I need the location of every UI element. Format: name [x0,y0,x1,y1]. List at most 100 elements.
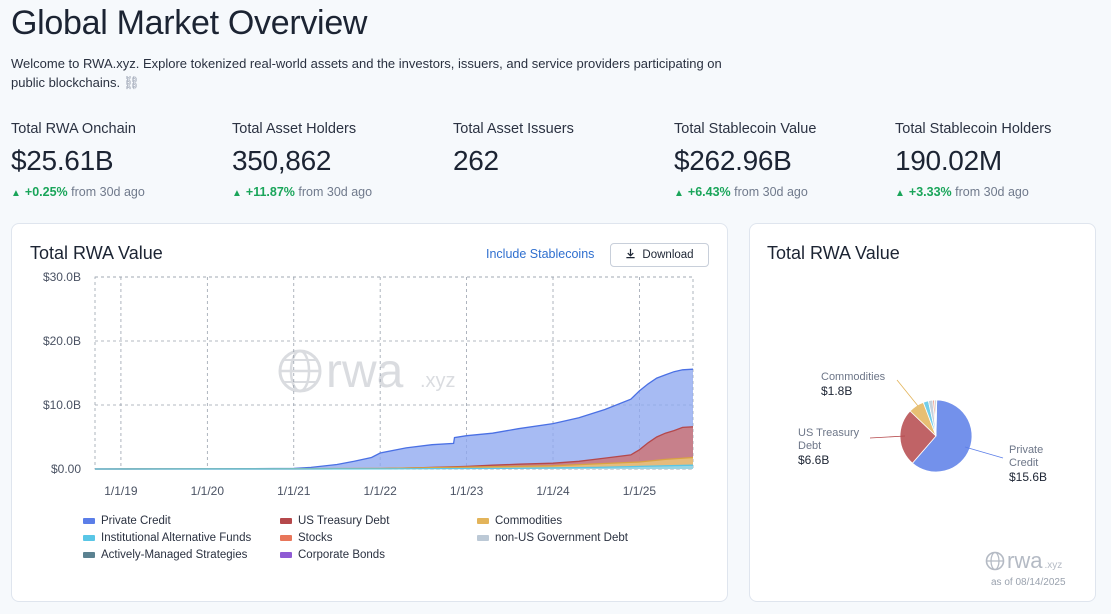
change-percent: +3.33% [908,185,952,199]
stat-label: Total Asset Issuers [453,121,574,137]
as-of-date: as of 08/14/2025 [991,577,1066,588]
legend-label: Stocks [298,532,333,544]
welcome-text: Welcome to RWA.xyz. Explore tokenized re… [11,54,731,92]
area-chart-legend: Private Credit US Treasury Debt Commodit… [83,514,703,562]
stat-total-asset-issuers: Total Asset Issuers 262 [453,121,668,177]
chain-link-icon: ⛓ [123,75,140,90]
up-triangle-icon: ▲ [11,188,21,199]
legend-swatch [477,518,489,524]
legend-item[interactable]: Actively-Managed Strategies [83,548,280,562]
legend-label: Corporate Bonds [298,549,385,561]
watermark-suffix: .xyz [420,370,456,392]
legend-label: Private Credit [101,515,171,527]
y-tick-label: $30.0B [43,270,81,284]
pie-label-value: $6.6B [798,453,830,467]
stat-label: Total Stablecoin Holders [895,121,1052,137]
x-tick-label: 1/1/24 [536,484,570,498]
x-tick-label: 1/1/19 [104,484,138,498]
stat-value: 190.02M [895,145,1002,176]
pie-label-commodities: Commodities $1.8B [821,371,885,398]
y-tick-label: $20.0B [43,334,81,348]
pie-label-value: $1.8B [821,384,853,398]
stat-value: 262 [453,145,499,176]
footer-logo-text: rwa [1007,548,1043,573]
watermark-text: rwa [326,345,404,398]
download-label: Download [642,249,694,261]
up-triangle-icon: ▲ [232,188,242,199]
pie-label-value: $15.6B [1009,470,1048,484]
stat-change: ▲ +0.25% from 30d ago [11,185,226,199]
stat-total-stablecoin-holders: Total Stablecoin Holders 190.02M ▲ +3.33%… [895,121,1110,199]
area-series-private-credit [94,368,694,470]
globe-icon [985,551,1005,571]
pie-chart-title: Total RWA Value [767,243,900,263]
legend-label: Actively-Managed Strategies [101,549,248,561]
legend-swatch [280,518,292,524]
stat-total-rwa-onchain: Total RWA Onchain $25.61B ▲ +0.25% from 3… [11,121,226,199]
download-icon [625,248,636,262]
stat-change: ▲ +3.33% from 30d ago [895,185,1110,199]
legend-label: non-US Government Debt [495,532,628,544]
legend-item[interactable]: Corporate Bonds [280,548,477,562]
legend-item[interactable]: Private Credit [83,514,280,528]
pie-label-name: Commodities [821,371,886,383]
x-tick-label: 1/1/22 [363,484,397,498]
legend-item[interactable]: Commodities [477,514,674,528]
area-line [94,368,694,470]
x-tick-label: 1/1/25 [623,484,657,498]
stat-value: $262.96B [674,145,792,176]
x-tick-label: 1/1/23 [450,484,484,498]
area-line [94,464,694,470]
welcome-message: Welcome to RWA.xyz. Explore tokenized re… [11,56,722,90]
stat-label: Total Stablecoin Value [674,121,817,137]
pie-label-name: Private Credit [1009,444,1044,469]
change-period: from 30d ago [955,185,1029,199]
rwa-watermark-logo: rwa .xyz [278,345,456,398]
pie-label-private-credit: Private Credit $15.6B [1009,444,1064,484]
x-tick-label: 1/1/20 [191,484,225,498]
legend-label: Commodities [495,515,563,527]
y-tick-label: $0.00 [51,462,81,476]
legend-item[interactable]: US Treasury Debt [280,514,477,528]
stat-label: Total Asset Holders [232,121,357,137]
change-period: from 30d ago [71,185,145,199]
change-percent: +0.25% [24,185,68,199]
include-stablecoins-link[interactable]: Include Stablecoins [486,247,595,261]
change-percent: +6.43% [687,185,731,199]
pie-label-us-treasury: US Treasury Debt $6.6B [798,427,868,467]
legend-item[interactable]: non-US Government Debt [477,531,674,545]
legend-swatch [83,552,95,558]
stat-value: 350,862 [232,145,332,176]
pie-chart-card [749,223,1096,602]
stat-label: Total RWA Onchain [11,121,136,137]
change-period: from 30d ago [298,185,373,199]
legend-swatch [477,535,489,541]
legend-item[interactable]: Institutional Alternative Funds [83,531,280,545]
legend-swatch [83,535,95,541]
stat-total-stablecoin-value: Total Stablecoin Value $262.96B ▲ +6.43% … [674,121,889,199]
x-tick-label: 1/1/21 [277,484,311,498]
y-tick-label: $10.0B [43,398,81,412]
stat-change: ▲ +11.87% from 30d ago [232,185,447,199]
area-series-institutional-alternative-funds [94,464,694,470]
legend-label: Institutional Alternative Funds [101,532,252,544]
legend-swatch [280,552,292,558]
up-triangle-icon: ▲ [895,188,905,199]
up-triangle-icon: ▲ [674,188,684,199]
area-fill [95,369,693,469]
stat-value: $25.61B [11,145,114,176]
legend-item[interactable]: Stocks [280,531,477,545]
legend-swatch [280,535,292,541]
rwa-footer-logo: rwa .xyz [985,548,1062,574]
footer-logo-suffix: .xyz [1044,559,1063,571]
download-button[interactable]: Download [610,243,709,267]
area-chart-title: Total RWA Value [30,243,163,263]
stat-total-asset-holders: Total Asset Holders 350,862 ▲ +11.87% fro… [232,121,447,199]
change-period: from 30d ago [734,185,808,199]
page-title: Global Market Overview [11,4,368,42]
legend-swatch [83,518,95,524]
legend-label: US Treasury Debt [298,515,390,527]
pie-label-name: US Treasury Debt [798,427,860,452]
stat-change: ▲ +6.43% from 30d ago [674,185,889,199]
